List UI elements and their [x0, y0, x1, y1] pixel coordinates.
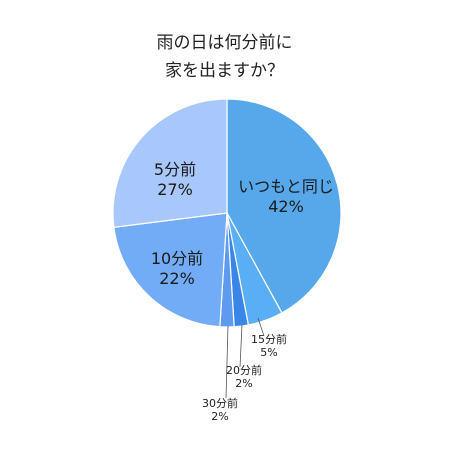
slice-value-label-3: 2%	[211, 410, 228, 423]
slice-label-3: 30分前	[202, 396, 238, 410]
slice-value-label-2: 2%	[235, 377, 252, 390]
slice-value-label-5: 27%	[157, 180, 193, 199]
pie-slices	[112, 98, 342, 328]
leader-lines	[225, 317, 265, 399]
slice-value-label-1: 5%	[260, 346, 277, 359]
slice-label-1: 15分前	[251, 332, 287, 346]
slice-label-4: 10分前	[151, 249, 203, 268]
pie-slice-0	[226, 98, 342, 314]
slice-value-label-0: 42%	[268, 197, 304, 216]
leader-line-1	[257, 317, 265, 337]
pie-slice-5	[112, 98, 228, 228]
leader-line-2	[239, 324, 243, 368]
slice-label-5: 5分前	[154, 160, 196, 179]
chart-title-line-2: 家を出ますか？	[165, 61, 284, 81]
leader-line-3	[225, 325, 229, 399]
slice-label-0: いつもと同じ	[238, 177, 334, 196]
slice-value-label-4: 22%	[159, 269, 195, 288]
chart-title-line-1: 雨の日は何分前に	[156, 33, 293, 53]
slice-label-2: 20分前	[226, 363, 262, 377]
pie-slice-4	[113, 212, 228, 328]
